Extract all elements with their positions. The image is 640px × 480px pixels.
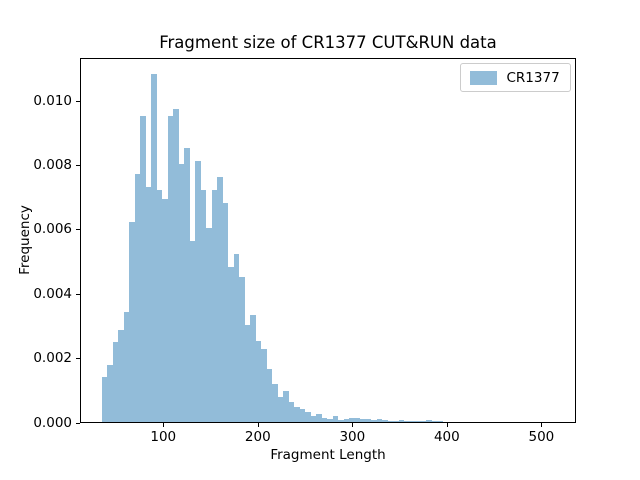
- x-tick-mark: [257, 422, 259, 427]
- histogram-bar: [431, 421, 438, 422]
- histogram-bar: [426, 420, 432, 422]
- histogram-bar: [343, 419, 350, 422]
- histogram-bar: [316, 413, 322, 422]
- legend: CR1377: [459, 63, 571, 92]
- histogram-bar: [200, 189, 207, 422]
- histogram-bar: [310, 416, 317, 422]
- histogram-bar: [415, 421, 421, 422]
- histogram-bar: [398, 420, 405, 422]
- x-tick-mark: [163, 422, 165, 427]
- histogram-bar: [277, 397, 284, 422]
- histogram-bar: [299, 409, 306, 422]
- histogram-bar: [233, 254, 240, 422]
- histogram-bar: [387, 420, 394, 422]
- histogram-bar: [305, 412, 311, 422]
- histogram-bar: [189, 241, 196, 422]
- histogram-bar: [420, 421, 427, 422]
- histogram-bar: [266, 368, 273, 422]
- histogram-bars-layer: [81, 59, 575, 422]
- histogram-bar: [101, 377, 108, 422]
- histogram-bar: [228, 267, 234, 422]
- legend-patch-icon: [469, 71, 497, 85]
- x-tick-mark: [541, 422, 543, 427]
- legend-label: CR1377: [506, 70, 560, 86]
- x-tick-mark: [446, 422, 448, 427]
- histogram-bar: [371, 420, 377, 422]
- histogram-bar: [332, 416, 339, 422]
- histogram-bar: [382, 420, 388, 422]
- histogram-bar: [283, 390, 289, 422]
- histogram-bar: [239, 276, 245, 422]
- histogram-bar: [217, 176, 223, 422]
- histogram-bar: [261, 348, 267, 422]
- histogram-bar: [178, 163, 185, 422]
- histogram-bar: [321, 418, 328, 422]
- y-tick-label: 0.010: [33, 92, 72, 109]
- histogram-bar: [244, 325, 251, 422]
- histogram-bar: [107, 365, 113, 422]
- histogram-bar: [360, 419, 366, 422]
- histogram-bar: [338, 419, 344, 422]
- x-tick-label: 300: [339, 429, 366, 445]
- x-tick-label: 200: [244, 429, 271, 445]
- histogram-bar: [151, 73, 157, 422]
- histogram-bar: [206, 228, 212, 422]
- histogram-bar: [145, 186, 152, 422]
- histogram-bar: [195, 160, 201, 422]
- histogram-bar: [437, 421, 443, 422]
- histogram-bar: [184, 147, 190, 422]
- x-tick-mark: [352, 422, 354, 427]
- x-tick-label: 100: [150, 429, 177, 445]
- x-tick-label: 500: [528, 429, 555, 445]
- histogram-bar: [118, 329, 124, 422]
- histogram-bar: [112, 341, 119, 422]
- histogram-bar: [167, 115, 174, 422]
- histogram-bar: [393, 420, 399, 422]
- histogram-bar: [173, 109, 179, 422]
- histogram-bar: [349, 417, 355, 422]
- histogram-bar: [354, 418, 361, 422]
- chart-title: Fragment size of CR1377 CUT&RUN data: [159, 33, 497, 52]
- plot-area: CR1377: [80, 57, 576, 423]
- histogram-bar: [222, 202, 229, 422]
- histogram-bar: [156, 189, 163, 422]
- x-tick-label: 400: [433, 429, 460, 445]
- histogram-bar: [162, 199, 168, 422]
- histogram-bar: [123, 312, 130, 422]
- histogram-bar: [327, 418, 333, 422]
- histogram-bar: [255, 341, 262, 422]
- y-tick-label: 0.000: [33, 414, 72, 431]
- y-tick-mark: [76, 422, 80, 424]
- y-tick-label: 0.008: [33, 156, 72, 173]
- y-tick-label: 0.002: [33, 350, 72, 367]
- histogram-bar: [211, 189, 218, 422]
- histogram-bar: [272, 384, 278, 422]
- x-axis-label: Fragment Length: [270, 447, 386, 463]
- y-tick-label: 0.004: [33, 285, 72, 302]
- histogram-bar: [404, 421, 410, 422]
- histogram-bar: [250, 315, 256, 422]
- histogram-bar: [140, 115, 146, 422]
- histogram-bar: [409, 420, 416, 422]
- histogram-bar: [365, 419, 372, 422]
- histogram-bar: [129, 221, 135, 422]
- histogram-bar: [288, 402, 295, 422]
- histogram-bar: [134, 173, 141, 422]
- histogram-bar: [294, 407, 300, 422]
- histogram-bar: [376, 419, 383, 422]
